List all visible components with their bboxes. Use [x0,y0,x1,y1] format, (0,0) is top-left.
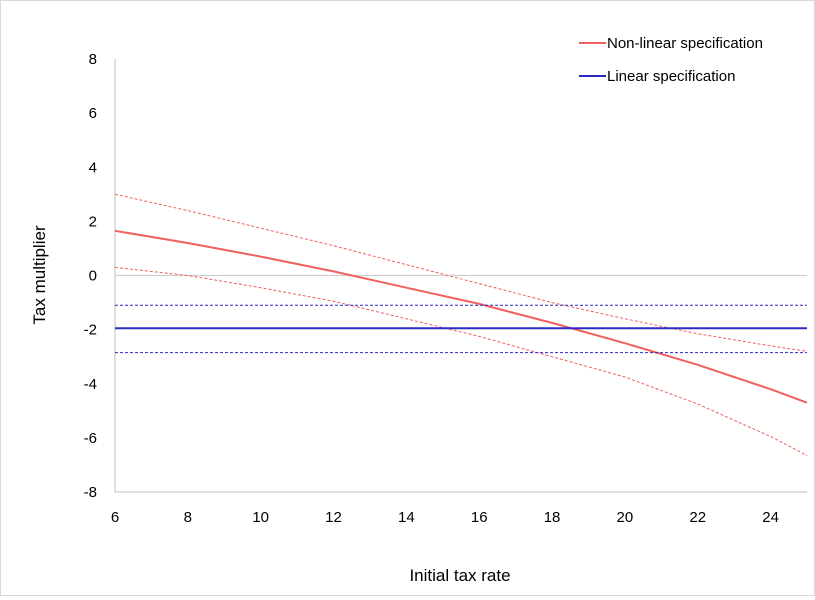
y-tick-label: 4 [89,159,97,176]
y-tick-label: 2 [89,213,97,230]
y-tick-label: 0 [89,268,97,285]
x-tick-label: 22 [689,509,706,526]
x-tick-label: 14 [398,509,415,526]
y-tick-label: -4 [84,376,97,393]
legend-layer: Non-linear specification Linear specifica… [579,35,763,85]
y-tick-label: -2 [84,322,97,339]
x-tick-label: 18 [544,509,561,526]
y-tick-label: 8 [89,51,97,68]
series-layer [114,193,808,456]
x-tick-label: 10 [252,509,269,526]
legend-label: Non-linear specification [607,35,763,52]
legend-label: Linear specification [607,68,735,85]
nonlinear-confidence-band-line [114,266,808,456]
x-axis-title: Initial tax rate [409,566,510,585]
y-tick-label: -8 [84,484,97,501]
x-tick-label: 8 [184,509,192,526]
y-axis-title: Tax multiplier [30,225,49,325]
nonlinear-series-line [114,229,808,404]
y-tick-label: 6 [89,105,97,122]
x-tick-label: 12 [325,509,342,526]
x-tick-label: 16 [471,509,488,526]
y-tick-label: -6 [84,430,97,447]
nonlinear-confidence-band-line [114,193,808,352]
x-tick-label: 6 [111,509,119,526]
x-tick-label: 24 [762,509,779,526]
x-tick-label: 20 [617,509,634,526]
